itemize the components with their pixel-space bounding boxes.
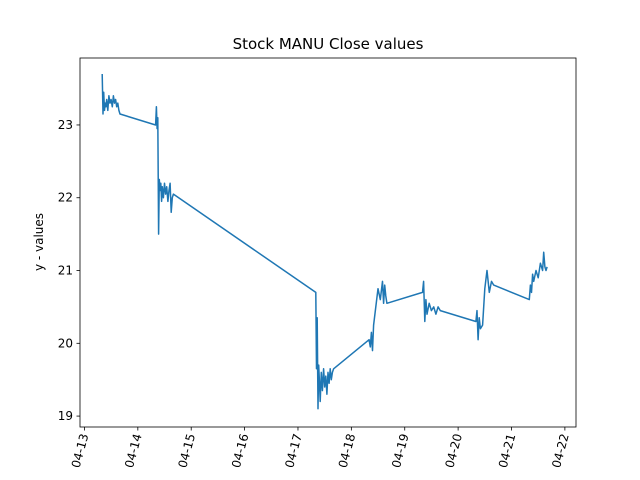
y-axis: 19 20 21 22 23 bbox=[58, 118, 80, 423]
plot-frame bbox=[79, 57, 577, 428]
plot-area bbox=[101, 73, 548, 410]
y-tick-label: 22 bbox=[58, 191, 73, 205]
y-axis-label: y - values bbox=[32, 213, 46, 271]
chart-title: Stock MANU Close values bbox=[233, 35, 424, 53]
series-line-close bbox=[101, 73, 548, 410]
y-tick-label: 21 bbox=[58, 264, 73, 278]
y-tick-label: 23 bbox=[58, 118, 73, 132]
y-tick-label: 20 bbox=[58, 336, 73, 350]
y-tick-label: 19 bbox=[58, 409, 73, 423]
